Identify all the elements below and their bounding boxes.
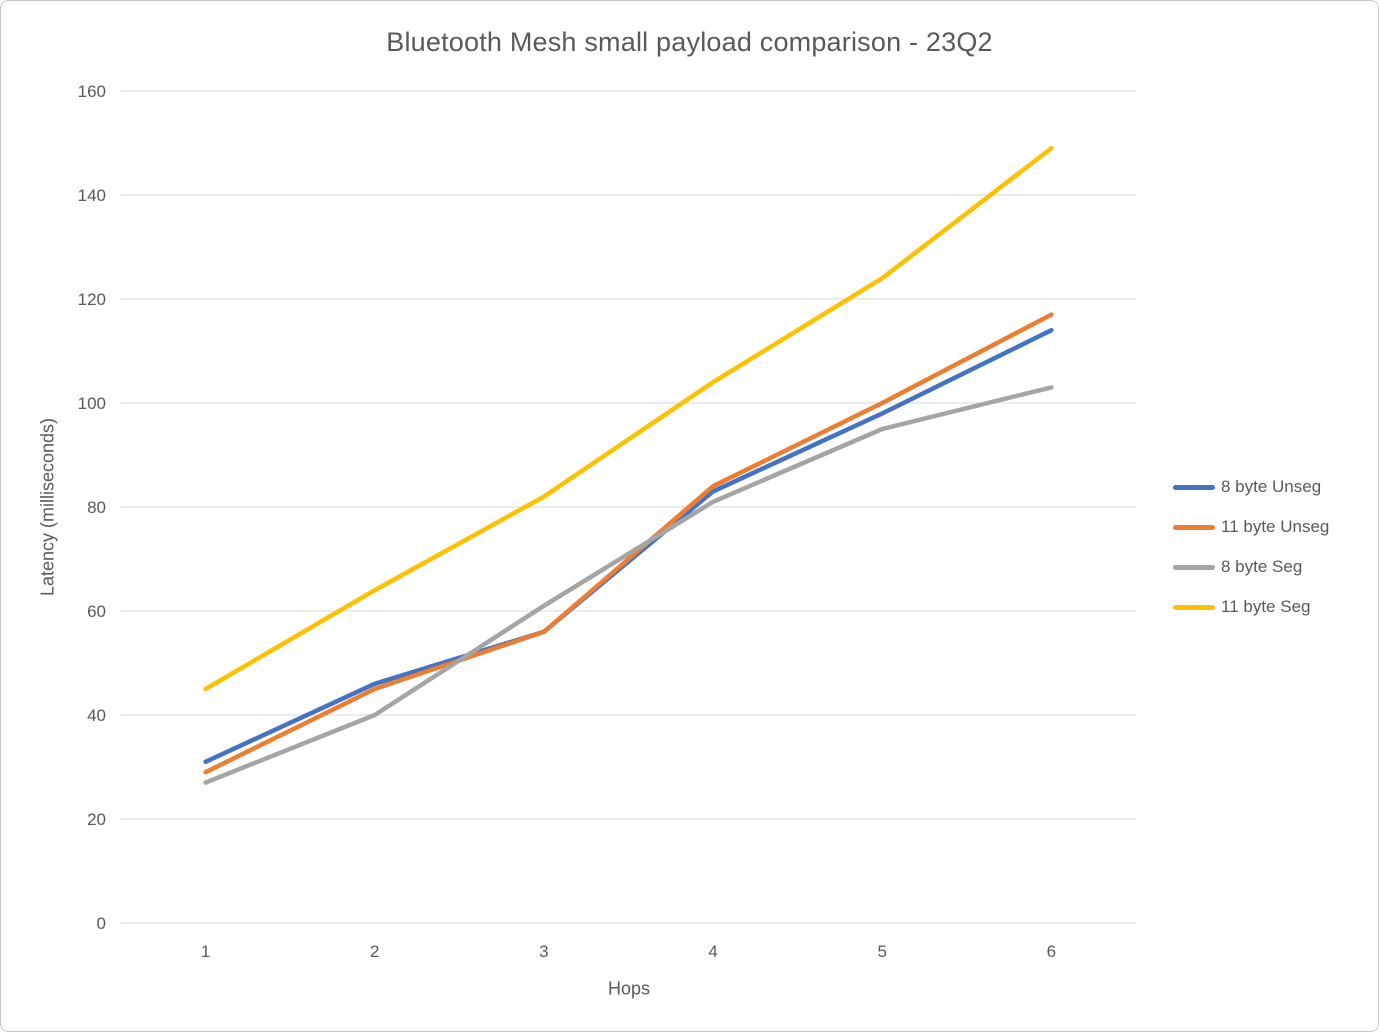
- y-tick-label-20: 20: [87, 810, 106, 829]
- series-line-11-byte-seg: [203, 145, 1054, 692]
- x-tick-label-1: 1: [201, 942, 210, 961]
- x-tick-label-4: 4: [708, 942, 717, 961]
- x-tick-label-5: 5: [878, 942, 887, 961]
- series-line-8-byte-seg: [203, 385, 1054, 785]
- legend: 8 byte Unseg 11 byte Unseg 8 byte Seg 11 by…: [1173, 476, 1329, 636]
- legend-marker-8-byte-seg: [1173, 564, 1215, 570]
- series-line-11-byte-unseg: [203, 312, 1054, 775]
- y-tick-label-120: 120: [78, 290, 106, 309]
- x-tick-label-6: 6: [1047, 942, 1056, 961]
- y-tick-label-160: 160: [78, 82, 106, 101]
- x-axis-title: Hops: [607, 978, 651, 999]
- legend-item-11-byte-unseg: 11 byte Unseg: [1173, 516, 1329, 538]
- legend-marker-11-byte-unseg: [1173, 524, 1215, 530]
- legend-label: 8 byte Seg: [1221, 557, 1303, 576]
- y-tick-label-80: 80: [87, 498, 106, 517]
- legend-item-8-byte-unseg: 8 byte Unseg: [1173, 476, 1329, 498]
- x-tick-label-2: 2: [370, 942, 379, 961]
- y-tick-label-100: 100: [78, 394, 106, 413]
- legend-marker-11-byte-seg: [1173, 604, 1215, 610]
- legend-label: 8 byte Unseg: [1221, 477, 1322, 496]
- chart-title: Bluetooth Mesh small payload comparison …: [386, 27, 993, 57]
- legend-label: 11 byte Unseg: [1221, 517, 1330, 536]
- y-tick-label-140: 140: [78, 186, 106, 205]
- y-tick-label-0: 0: [97, 914, 106, 933]
- series-line-8-byte-unseg: [203, 327, 1054, 765]
- y-axis-title: Latency (milliseconds): [37, 417, 58, 597]
- legend-marker-8-byte-unseg: [1173, 484, 1215, 490]
- legend-item-8-byte-seg: 8 byte Seg: [1173, 556, 1329, 578]
- y-tick-label-40: 40: [87, 706, 106, 725]
- legend-item-11-byte-seg: 11 byte Seg: [1173, 596, 1329, 618]
- legend-label: 11 byte Seg: [1221, 597, 1311, 616]
- x-tick-label-3: 3: [539, 942, 548, 961]
- y-tick-label-60: 60: [87, 602, 106, 621]
